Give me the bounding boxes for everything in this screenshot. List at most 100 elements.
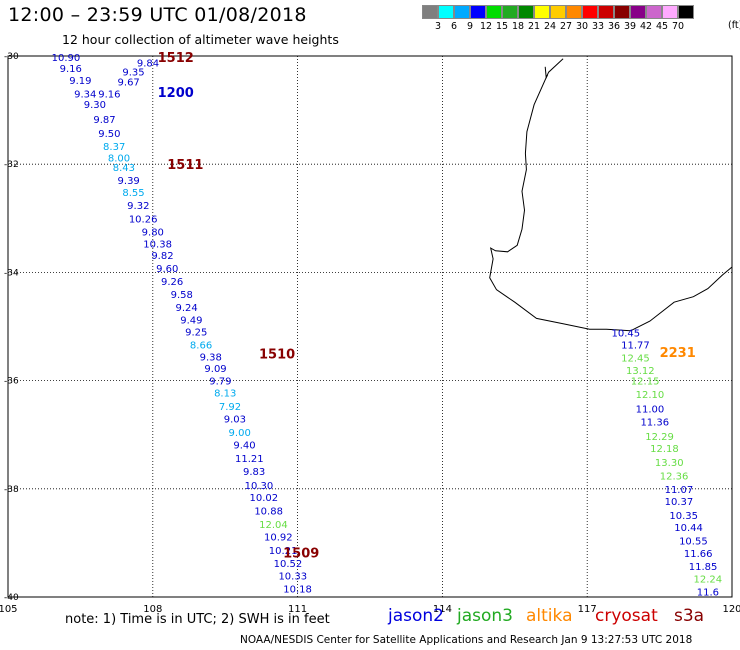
swh-value: 8.43 xyxy=(113,163,135,174)
colorbar-swatch xyxy=(438,5,454,19)
lat-tick-label: -40 xyxy=(4,593,19,603)
swh-value: 11.00 xyxy=(636,405,665,416)
legend-jason3: jason3 xyxy=(457,606,513,626)
swh-value: 11.07 xyxy=(665,485,694,496)
swh-value: 9.16 xyxy=(60,64,82,75)
swh-value: 10.02 xyxy=(249,493,278,504)
swh-value: 12.10 xyxy=(636,390,665,401)
colorbar-label: 6 xyxy=(450,21,458,32)
swh-value: 9.84 xyxy=(137,58,159,69)
track-time-label: 1512 xyxy=(158,51,194,66)
swh-value: 12.45 xyxy=(621,353,650,364)
swh-value: 9.79 xyxy=(209,377,231,388)
swh-value: 10.45 xyxy=(611,328,640,339)
swh-value: 12.29 xyxy=(645,432,674,443)
swh-value: 8.66 xyxy=(190,340,212,351)
colorbar-swatch xyxy=(614,5,630,19)
colorbar-labels: 3 6 9 12 15 18 21 24 27 30 33 36 39 42 45 70 xyxy=(422,19,740,33)
colorbar-swatch xyxy=(646,5,662,19)
legend-altika: altika xyxy=(526,606,573,626)
swh-value: 10.55 xyxy=(679,537,708,548)
swh-value: 8.00 xyxy=(108,154,130,165)
colorbar-swatch xyxy=(678,5,694,19)
colorbar-swatch xyxy=(502,5,518,19)
swh-value: 11.85 xyxy=(689,562,718,573)
colorbar-swatch xyxy=(422,5,438,19)
lat-tick-label: -30 xyxy=(4,52,19,62)
legend-s3a: s3a xyxy=(674,606,705,626)
swh-value: 10.26 xyxy=(129,214,158,225)
lon-tick-label: 114 xyxy=(433,604,452,615)
lon-tick-label: 120 xyxy=(722,604,740,615)
swh-value: 10.35 xyxy=(669,511,698,522)
colorbar-swatch xyxy=(470,5,486,19)
legend-cryosat: cryosat xyxy=(595,606,658,626)
lon-tick-label: 111 xyxy=(288,604,307,615)
swh-value: 10.44 xyxy=(674,523,703,534)
track-time-label: 1511 xyxy=(167,158,203,173)
swh-value: 9.67 xyxy=(118,77,140,88)
track-time-label: 1200 xyxy=(158,86,194,101)
colorbar-label: 42 xyxy=(639,21,653,32)
swh-value: 10.90 xyxy=(52,53,81,64)
swh-value: 10.92 xyxy=(264,532,293,543)
lat-tick-label: -34 xyxy=(4,268,19,278)
swh-value: 9.00 xyxy=(229,428,251,439)
colorbar-swatch xyxy=(662,5,678,19)
credit-line: NOAA/NESDIS Center for Satellite Applica… xyxy=(240,634,693,646)
track-time-label: 1510 xyxy=(259,348,295,363)
map-frame xyxy=(7,55,733,598)
swh-value: 9.09 xyxy=(204,364,226,375)
lon-tick-label: 105 xyxy=(0,604,18,615)
swh-value: 9.35 xyxy=(122,68,144,79)
colorbar-label: 21 xyxy=(527,21,541,32)
swh-value: 9.39 xyxy=(118,176,140,187)
colorbar-label: 3 xyxy=(434,21,442,32)
swh-value: 11.36 xyxy=(640,418,669,429)
colorbar-swatch xyxy=(582,5,598,19)
colorbar-label: 15 xyxy=(495,21,509,32)
lat-tick-label: -32 xyxy=(4,160,19,170)
swh-value: 9.03 xyxy=(224,414,246,425)
swh-value: 12.18 xyxy=(650,444,679,455)
swh-value: 9.19 xyxy=(69,76,91,87)
colorbar-label: 30 xyxy=(575,21,589,32)
colorbar-swatch xyxy=(630,5,646,19)
chart-title: 12:00 – 23:59 UTC 01/08/2018 xyxy=(8,4,307,26)
swh-value: 9.60 xyxy=(156,264,178,275)
colorbar-unit: (ft) xyxy=(728,20,740,31)
island-outline xyxy=(544,66,549,80)
swh-value: 9.30 xyxy=(84,100,106,111)
swh-value: 13.30 xyxy=(655,458,684,469)
swh-value: 11.77 xyxy=(621,340,650,351)
swh-value: 7.92 xyxy=(219,402,241,413)
swh-value: 9.25 xyxy=(185,327,207,338)
swh-value: 10.88 xyxy=(254,506,283,517)
swh-value: 9.50 xyxy=(98,129,120,140)
colorbar-label: 24 xyxy=(543,21,557,32)
swh-value: 10.18 xyxy=(283,584,312,595)
colorbar-label: 12 xyxy=(479,21,493,32)
colorbar-swatch xyxy=(598,5,614,19)
colorbar-label: 33 xyxy=(591,21,605,32)
swh-value: 9.58 xyxy=(171,290,193,301)
swh-value: 9.49 xyxy=(180,315,202,326)
colorbar-label: 27 xyxy=(559,21,573,32)
coastline xyxy=(489,58,733,332)
swh-value: 12.24 xyxy=(694,575,723,586)
swh-value: 9.40 xyxy=(233,440,255,451)
colorbar-label: 36 xyxy=(607,21,621,32)
colorbar-swatch xyxy=(454,5,470,19)
swh-value: 12.36 xyxy=(660,471,689,482)
lon-tick-label: 117 xyxy=(578,604,597,615)
legend-jason2: jason2 xyxy=(388,606,444,626)
swh-value: 9.80 xyxy=(142,227,164,238)
colorbar-swatch xyxy=(518,5,534,19)
colorbar-label: 39 xyxy=(623,21,637,32)
lat-tick-label: -36 xyxy=(4,377,19,387)
swh-value: 9.82 xyxy=(151,251,173,262)
swh-value: 13.12 xyxy=(626,366,655,377)
colorbar-swatch xyxy=(550,5,566,19)
